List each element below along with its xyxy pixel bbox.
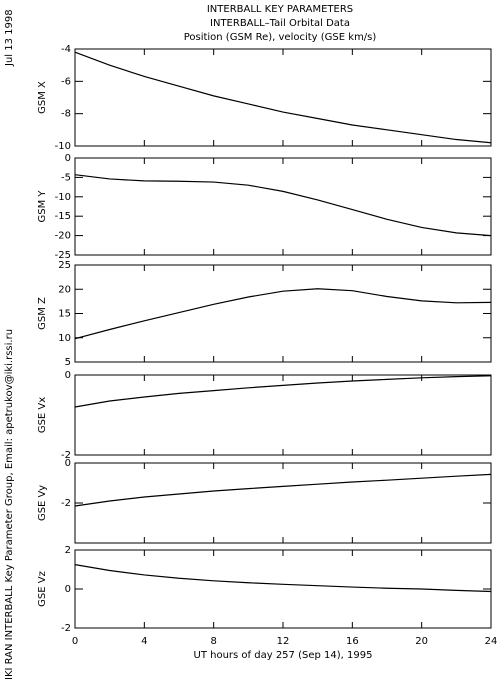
y-tick-label: 0 [65,153,71,164]
side-credit: IKI RAN INTERBALL Key Parameter Group, E… [4,329,15,680]
data-line [74,51,492,144]
y-tick-label: 10 [58,333,71,344]
y-axis-label: GSE Vx [37,397,48,433]
data-line [74,473,492,507]
x-tick-label: 4 [141,636,147,647]
y-tick-label: -2 [61,498,71,509]
x-tick-label: 24 [485,636,498,647]
x-axis-label: UT hours of day 257 (Sep 14), 1995 [194,650,373,661]
title-line: INTERBALL KEY PARAMETERS [207,4,353,15]
y-tick-label: 25 [58,260,71,271]
panel-frame [74,264,492,363]
x-tick-label: 20 [415,636,428,647]
x-tick-label: 8 [210,636,216,647]
x-tick-label: 16 [346,636,359,647]
y-tick-label: -8 [61,109,71,120]
panel-frame [74,462,492,544]
data-line [74,564,492,593]
data-line [74,288,492,340]
y-axis-label: GSM Z [37,297,48,330]
y-axis-label: GSE Vy [37,485,48,521]
y-tick-label: -20 [55,231,71,242]
y-tick-label: -10 [55,141,71,152]
y-tick-label: 2 [65,545,71,556]
y-tick-label: 0 [65,584,71,595]
y-tick-label: 15 [58,309,71,320]
data-line [74,375,492,408]
panel-frame [74,374,492,456]
y-tick-label: -2 [61,450,71,461]
y-tick-label: -25 [55,250,71,261]
y-tick-label: 20 [58,284,71,295]
y-axis-label: GSM Y [37,190,48,223]
y-tick-label: -10 [55,192,71,203]
title-line: Position (GSM Re), velocity (GSE km/s) [184,32,377,43]
title-line: INTERBALL–Tail Orbital Data [210,18,350,29]
x-tick-label: 0 [72,636,78,647]
y-tick-label: -6 [61,76,71,87]
y-tick-label: -2 [61,623,71,634]
y-tick-label: 5 [65,357,71,368]
y-tick-label: 0 [65,370,71,381]
y-axis-label: GSM X [37,81,48,114]
panel-frame [74,157,492,256]
y-tick-label: -4 [61,44,71,55]
panel-frame [74,48,492,147]
side-date: Jul 13 1998 [4,9,15,67]
x-tick-label: 12 [277,636,290,647]
y-axis-label: GSE Vz [37,571,48,607]
y-tick-label: -15 [55,211,71,222]
y-tick-label: 0 [65,458,71,469]
data-line [74,174,492,237]
y-tick-label: -5 [61,172,71,183]
